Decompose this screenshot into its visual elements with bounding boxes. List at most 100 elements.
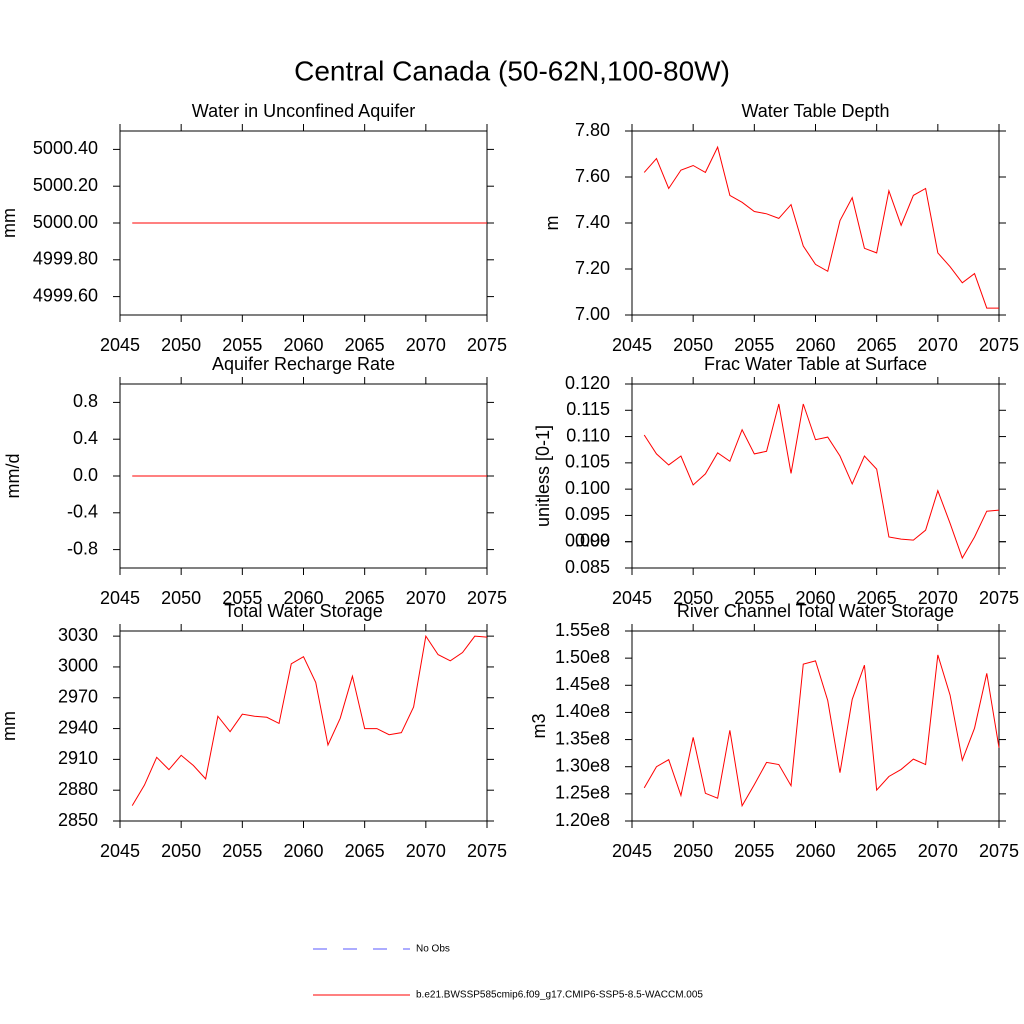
y-tick-label: 0.120 <box>565 373 610 393</box>
x-tick-label: 2065 <box>857 588 897 608</box>
x-tick-label: 2075 <box>467 588 507 608</box>
y-tick-label: 4999.80 <box>33 249 98 269</box>
y-tick-label: 2910 <box>58 748 98 768</box>
x-tick-label: 2070 <box>406 335 446 355</box>
x-tick-label: 2070 <box>918 335 958 355</box>
x-tick-label: 2050 <box>673 335 713 355</box>
y-tick-label: 1.50e8 <box>555 647 610 667</box>
y-axis-label: mm <box>0 711 19 741</box>
panel-title: Water Table Depth <box>741 101 889 121</box>
y-tick-label: 4999.60 <box>33 285 98 305</box>
x-tick-label: 2075 <box>467 841 507 861</box>
y-tick-label: 5000.40 <box>33 138 98 158</box>
y-tick-label: 7.00 <box>575 304 610 324</box>
y-tick-label: 7.60 <box>575 166 610 186</box>
x-tick-label: 2050 <box>161 841 201 861</box>
x-tick-label: 2050 <box>161 335 201 355</box>
data-line <box>643 403 1000 560</box>
panel-title: Frac Water Table at Surface <box>704 354 927 374</box>
y-tick-label: 0.090 <box>565 530 610 550</box>
x-tick-label: 2055 <box>734 841 774 861</box>
x-tick-label: 2070 <box>918 588 958 608</box>
x-tick-label: 2050 <box>673 588 713 608</box>
y-tick-label: 7.40 <box>575 212 610 232</box>
x-tick-label: 2065 <box>345 588 385 608</box>
legend-label: No Obs <box>416 944 450 955</box>
panel-title: River Channel Total Water Storage <box>677 601 954 621</box>
y-tick-label: 2850 <box>58 810 98 830</box>
y-tick-label: 2970 <box>58 687 98 707</box>
x-tick-label: 2075 <box>979 335 1019 355</box>
y-tick-label: 0.8 <box>73 391 98 411</box>
x-tick-label: 2055 <box>222 841 262 861</box>
panel-title: Total Water Storage <box>224 601 382 621</box>
x-tick-label: 2065 <box>857 335 897 355</box>
y-tick-label: 3000 <box>58 656 98 676</box>
x-tick-label: 2065 <box>345 335 385 355</box>
x-tick-label: 2060 <box>795 588 835 608</box>
figure-title: Central Canada (50-62N,100-80W) <box>294 55 730 86</box>
data-line <box>131 634 488 806</box>
x-tick-label: 2055 <box>734 335 774 355</box>
data-line <box>643 654 1000 808</box>
x-tick-label: 2065 <box>345 841 385 861</box>
y-tick-label: 0.110 <box>566 425 610 445</box>
y-tick-label: 7.80 <box>575 120 610 140</box>
y-tick-label: 0.4 <box>73 428 98 448</box>
y-tick-label: 1.30e8 <box>555 755 610 775</box>
x-tick-label: 2055 <box>222 588 262 608</box>
y-tick-label: 5000.20 <box>33 175 98 195</box>
y-tick-label: 0.0 <box>73 465 98 485</box>
x-tick-label: 2065 <box>857 841 897 861</box>
y-tick-label: 1.55e8 <box>555 620 610 640</box>
x-tick-label: 2060 <box>283 841 323 861</box>
data-line <box>643 145 999 309</box>
panel-title: Aquifer Recharge Rate <box>212 354 395 374</box>
x-tick-label: 2045 <box>100 335 140 355</box>
x-tick-label: 2055 <box>734 588 774 608</box>
y-tick-label: -0.8 <box>67 538 98 558</box>
x-tick-label: 2070 <box>918 841 958 861</box>
x-tick-label: 2045 <box>100 588 140 608</box>
x-tick-label: 2055 <box>222 335 262 355</box>
plot-frame <box>119 630 488 822</box>
x-tick-label: 2045 <box>612 841 652 861</box>
x-tick-label: 2075 <box>979 588 1019 608</box>
x-tick-label: 2050 <box>161 588 201 608</box>
x-tick-label: 2070 <box>406 588 446 608</box>
y-tick-label: 0.105 <box>565 452 610 472</box>
x-tick-label: 2060 <box>283 588 323 608</box>
x-tick-label: 2045 <box>612 588 652 608</box>
y-tick-label: 1.25e8 <box>555 783 610 803</box>
x-tick-label: 2060 <box>283 335 323 355</box>
x-tick-label: 2060 <box>795 841 835 861</box>
legend-label: b.e21.BWSSP585cmip6.f09_g17.CMIP6-SSP5-8… <box>416 990 703 1001</box>
y-tick-label: 3030 <box>58 625 98 645</box>
y-tick-label: 5000.00 <box>33 212 98 232</box>
x-tick-label: 2075 <box>467 335 507 355</box>
y-tick-label: -0.4 <box>67 502 98 522</box>
y-tick-label: 0.115 <box>566 399 610 419</box>
plot-frame <box>631 630 1000 822</box>
x-tick-label: 2050 <box>673 841 713 861</box>
y-axis-label: m <box>542 216 562 231</box>
y-axis-label: m3 <box>529 713 549 738</box>
x-tick-label: 2070 <box>406 841 446 861</box>
y-tick-label: 1.20e8 <box>555 810 610 830</box>
x-tick-label: 2045 <box>612 335 652 355</box>
x-tick-label: 2060 <box>795 335 835 355</box>
y-tick-label: 1.35e8 <box>555 728 610 748</box>
y-tick-label: 0.095 <box>565 504 610 524</box>
y-tick-label: 2940 <box>58 717 98 737</box>
y-tick-label: 1.45e8 <box>555 674 610 694</box>
y-axis-label: mm/d <box>3 454 23 499</box>
plot-frame <box>631 130 1000 316</box>
y-tick-label: 0.085 <box>565 557 610 577</box>
y-tick-label: 7.20 <box>575 258 610 278</box>
y-tick-label: 1.40e8 <box>555 701 610 721</box>
x-tick-label: 2045 <box>100 841 140 861</box>
x-tick-label: 2075 <box>979 841 1019 861</box>
y-tick-label: 2880 <box>58 779 98 799</box>
y-tick-label: 0.100 <box>565 478 610 498</box>
